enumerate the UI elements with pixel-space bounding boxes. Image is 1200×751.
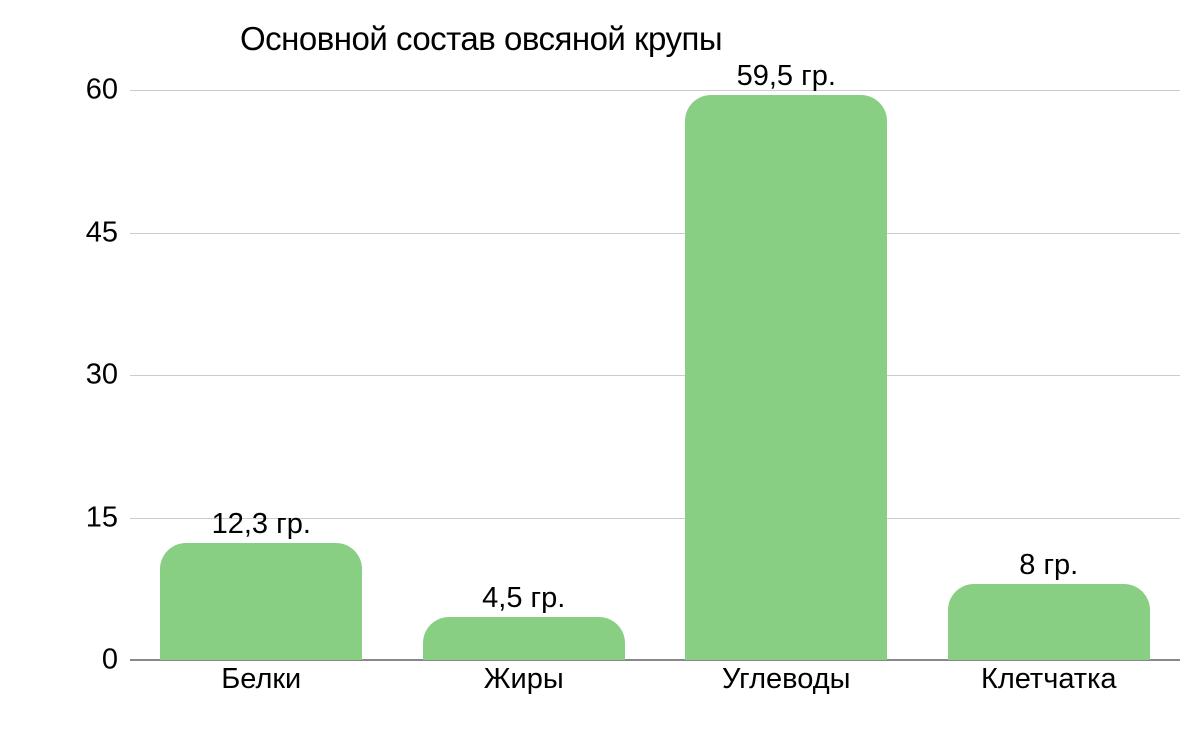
gridline [130,233,1180,234]
y-tick-label: 0 [102,644,118,677]
x-tick-label: Жиры [484,663,564,696]
y-tick-label: 15 [86,501,118,534]
bar-value-label: 8 гр. [1019,549,1078,582]
bar-value-label: 12,3 гр. [212,508,311,541]
bar-value-label: 4,5 гр. [482,582,565,615]
bar: 8 гр. [948,584,1150,660]
y-tick-label: 30 [86,359,118,392]
bar: 59,5 гр. [685,95,887,660]
gridline [130,375,1180,376]
chart-container: Основной состав овсяной крупы 12,3 гр. 4,… [0,0,1200,751]
bar-value-label: 59,5 гр. [737,60,836,93]
x-tick-label: Углеводы [722,663,850,696]
x-tick-label: Клетчатка [981,663,1117,696]
bar: 12,3 гр. [160,543,362,660]
x-tick-label: Белки [221,663,301,696]
plot-area: 12,3 гр. 4,5 гр. 59,5 гр. 8 гр. [130,90,1180,660]
y-tick-label: 60 [86,74,118,107]
chart-title: Основной состав овсяной крупы [240,20,722,58]
gridline [130,90,1180,91]
y-tick-label: 45 [86,216,118,249]
bar: 4,5 гр. [423,617,625,660]
